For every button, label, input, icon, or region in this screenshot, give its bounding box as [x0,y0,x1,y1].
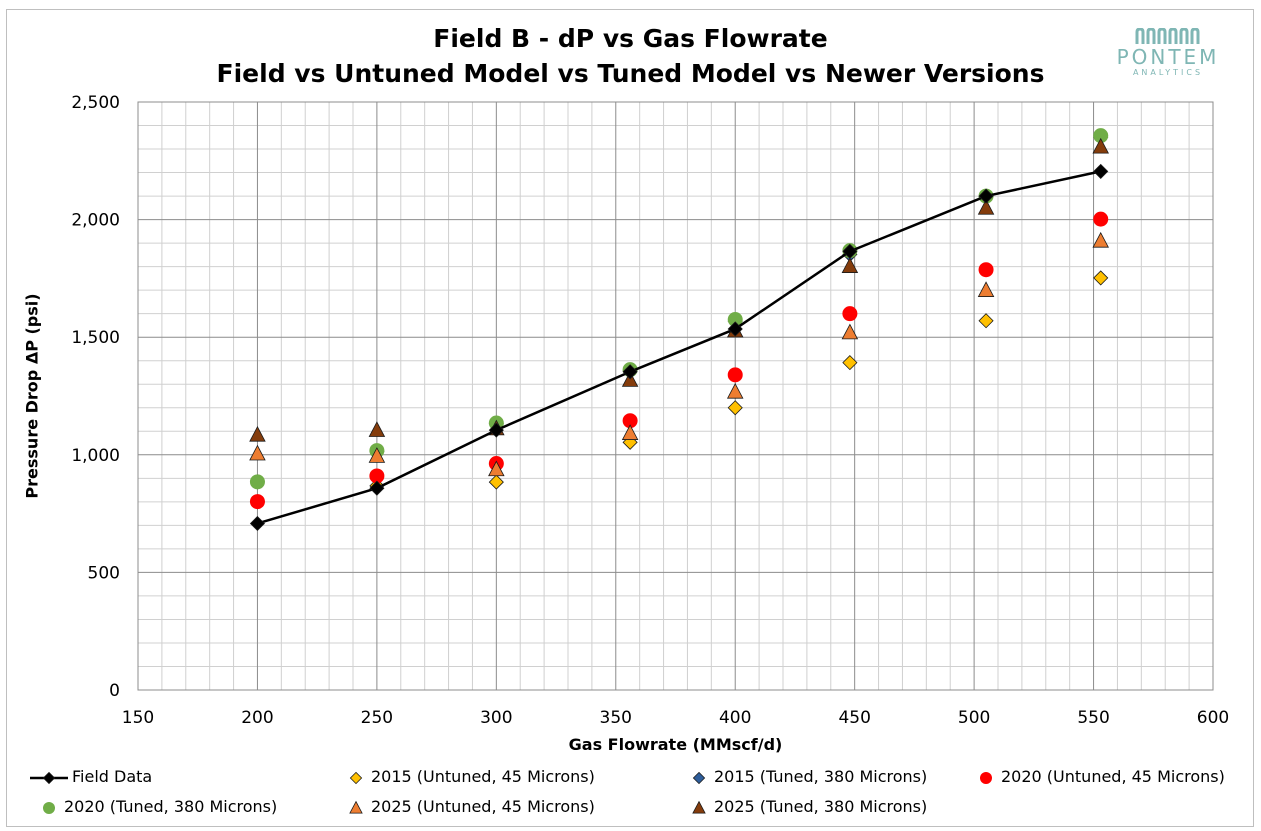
y-tick-label: 1,000 [71,446,120,466]
legend-item: 2015 (Tuned, 380 Microns) [688,767,927,787]
chart-title: Field B - dP vs Gas Flowrate [433,24,828,53]
data-point [1093,211,1109,227]
legend-item: 2025 (Tuned, 380 Microns) [688,797,927,817]
x-tick-label: 600 [1197,708,1229,728]
pontem-logo: PONTEM ANALYTICS [1108,28,1228,78]
logo-wordmark: PONTEM [1116,45,1220,69]
data-point [369,480,385,496]
legend-item: 2020 (Untuned, 45 Microns) [975,767,1225,787]
data-point [1093,163,1109,179]
data-point [726,382,744,399]
data-point [488,422,504,438]
legend-item: 2015 (Untuned, 45 Microns) [345,767,595,787]
data-point [249,474,265,490]
x-tick-label: 250 [361,708,393,728]
data-point [1093,128,1109,144]
data-point [1092,137,1109,154]
legend-label: 2015 (Untuned, 45 Microns) [371,767,595,786]
series-6 [249,137,1109,442]
legend-label: 2020 (Untuned, 45 Microns) [1001,767,1225,786]
legend-swatch-icon [30,771,68,784]
data-point [488,474,504,490]
x-tick-label: 500 [958,708,990,728]
y-axis-label: Pressure Drop ΔP (psi) [22,293,42,499]
minor-grid [138,102,1213,690]
data-point [622,364,638,380]
chart-subtitle: Field vs Untuned Model vs Tuned Model vs… [216,59,1045,88]
series-layer [249,128,1109,532]
data-point [249,515,266,532]
data-point [1093,270,1109,286]
data-point [249,494,265,510]
data-point [977,281,995,297]
y-tick-label: 0 [109,681,120,701]
data-point [727,367,743,383]
x-axis-ticks: 150 200 250 300 350 400 450 500 550 600 [122,708,1229,728]
data-point [369,468,385,484]
data-point [842,306,858,322]
data-point [842,243,858,259]
legend-swatch-icon [692,800,706,814]
x-axis-label: Gas Flowrate (MMscf/d) [568,735,783,754]
legend-label: 2025 (Tuned, 380 Microns) [714,797,928,816]
legend-label: 2025 (Untuned, 45 Microns) [371,797,595,816]
x-tick-label: 300 [480,708,512,728]
x-tick-label: 150 [122,708,154,728]
series-line [257,170,1101,525]
data-point [727,321,743,337]
x-tick-label: 400 [719,708,751,728]
plot-area-border [137,101,1214,691]
y-tick-label: 2,500 [71,93,120,113]
legend-item: Field Data [30,767,152,787]
y-tick-label: 2,000 [71,211,120,231]
data-point [1092,231,1109,248]
data-point [977,198,995,215]
series-0 [249,163,1109,532]
major-grid [137,101,1214,691]
logo-subtext: ANALYTICS [1132,68,1204,77]
legend-swatch-icon [980,771,992,784]
x-tick-label: 200 [241,708,273,728]
logo-mark-icon [1135,28,1200,44]
legend-swatch-icon [43,801,55,814]
data-point [842,355,858,371]
y-tick-label: 1,500 [71,328,120,348]
data-point [621,424,639,440]
y-tick-label: 500 [88,563,120,583]
data-point [368,421,386,437]
data-point [978,313,994,329]
data-point [841,323,859,340]
data-point [978,188,994,204]
x-tick-label: 350 [600,708,632,728]
data-point [978,262,994,278]
data-point [727,312,743,328]
data-point [841,257,859,273]
legend-swatch-icon [349,771,363,784]
series-5 [249,231,1109,477]
legend-swatch-icon [692,771,706,784]
data-point [249,425,266,442]
y-axis-ticks: 0 500 1,000 1,500 2,000 2,500 [71,93,120,701]
legend-item: 2020 (Tuned, 380 Microns) [38,797,277,817]
legend-item: 2025 (Untuned, 45 Microns) [345,797,595,817]
x-tick-label: 550 [1077,708,1109,728]
legend-label: 2020 (Tuned, 380 Microns) [64,797,278,816]
x-tick-label: 450 [838,708,870,728]
legend-label: Field Data [72,767,153,786]
data-point [249,444,266,461]
data-point [622,413,638,429]
data-point [368,447,386,463]
data-point [727,400,743,416]
series-3 [249,211,1109,510]
data-point [488,460,505,477]
legend-swatch-icon [349,800,363,814]
legend-label: 2015 (Tuned, 380 Microns) [714,767,928,786]
